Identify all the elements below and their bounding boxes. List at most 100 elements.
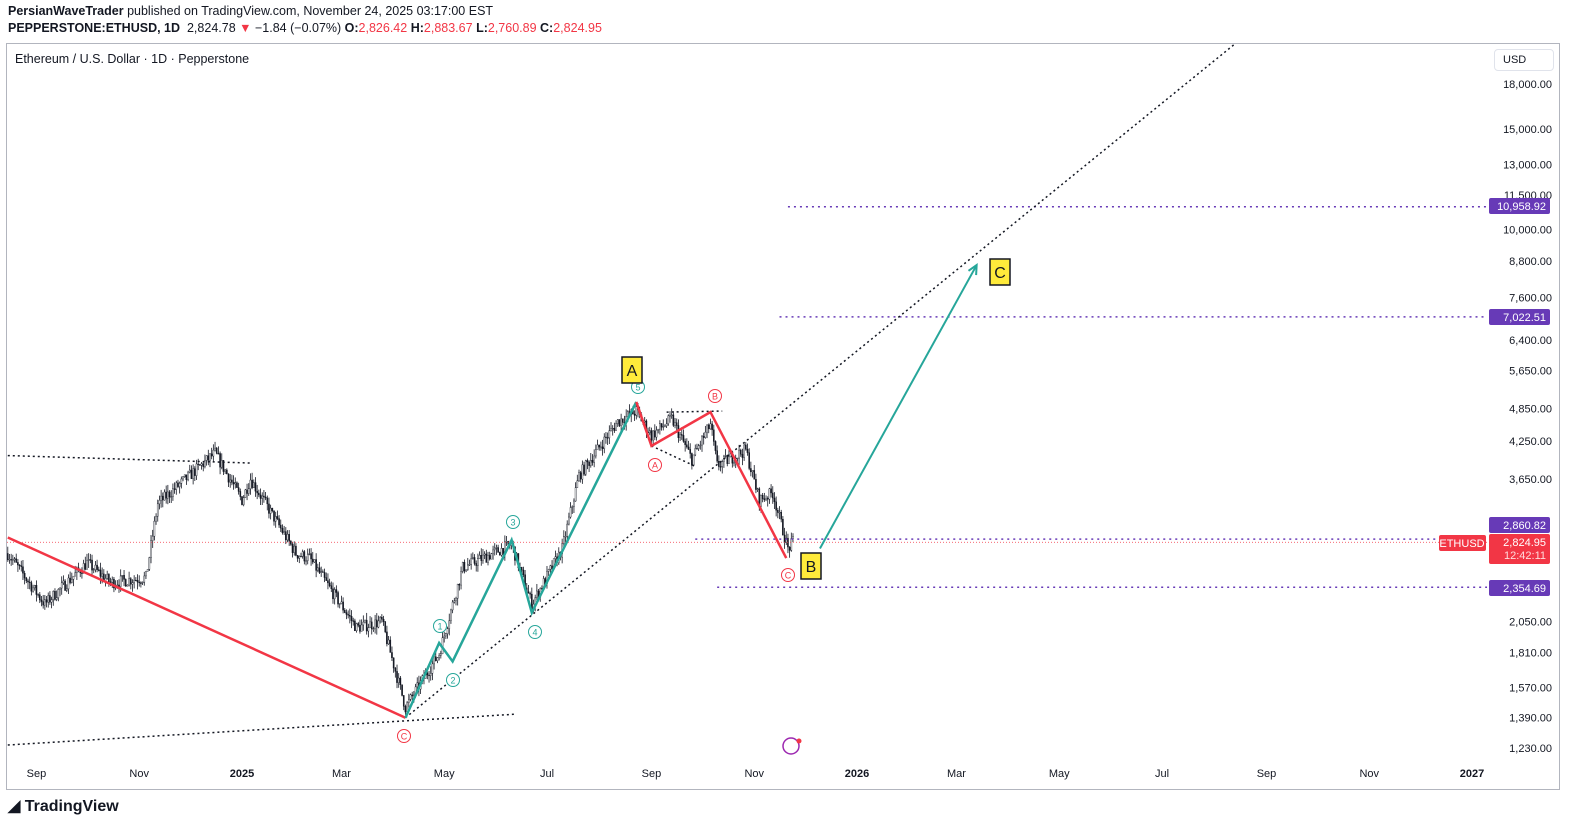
candle [310,553,312,560]
candle [687,446,690,450]
tv-logo-icon: ◢ [8,798,21,815]
candle [461,562,464,572]
candle [332,588,334,600]
candle [601,446,604,449]
candle [148,557,151,570]
candle [40,599,43,602]
candle [655,429,658,438]
candle [554,556,557,559]
wave-callout-box [989,258,1011,286]
candle [502,548,504,555]
candle [448,620,451,629]
candle [143,575,146,583]
current-price-label: 2,824.95 [1503,537,1546,549]
candle [325,577,328,581]
tradingview-logo[interactable]: ◢ TradingView [8,796,119,816]
candle [247,488,250,494]
candle [94,564,97,570]
plot-area: 1 2 3 4 5 A B C C A B C [7,44,1487,746]
candle [28,581,31,583]
y-tick-label: 6,400.00 [1509,335,1552,347]
candle [347,614,349,616]
candle [160,495,162,501]
candle [109,581,112,583]
candle [227,473,230,483]
candle [586,460,589,463]
candle [680,434,683,436]
currency-button[interactable]: USD [1494,49,1554,71]
candle [352,620,355,622]
candle [686,444,688,448]
low-label: L: [476,21,488,35]
candle [254,482,257,492]
chart-pane[interactable] [6,43,1560,790]
logo-text: TradingView [24,798,119,815]
candle [478,555,481,559]
symbol: PEPPERSTONE:ETHUSD, 1D [8,21,181,35]
candle [603,436,606,449]
candle [224,469,226,472]
candle [330,585,333,589]
open-value: 2,826.42 [358,21,408,35]
candle [278,518,280,526]
candle [576,480,579,488]
candle [10,559,12,561]
candle [239,491,242,497]
candle [291,544,294,553]
candle [470,558,472,565]
candle [527,591,530,594]
candle [573,500,575,507]
candle [313,559,316,563]
candle [199,464,201,466]
y-tick-label: 1,810.00 [1509,647,1552,659]
candle [770,488,772,494]
x-tick-label: 2027 [1460,768,1484,780]
candle [456,583,459,599]
candle [22,566,24,574]
candle [670,414,673,416]
candle [355,623,358,632]
candle [667,415,670,425]
wave-callout-label: A [627,363,638,380]
candle [97,569,100,571]
candle [446,628,449,634]
x-tick-label: May [1049,768,1070,780]
candle [335,589,338,593]
candle [207,455,210,461]
candle [163,491,166,501]
candle [408,699,410,703]
high-label: H: [410,21,424,35]
impulse-label: 4 [532,628,537,638]
candle [778,512,781,514]
candle [57,589,60,599]
candle [87,559,90,561]
y-tick-label: 3,650.00 [1509,474,1552,486]
candle [662,426,665,428]
x-tick-label: Mar [332,768,351,780]
candle [648,430,651,434]
candle [52,591,55,600]
candle [520,566,523,571]
candle [54,591,56,600]
candle [205,455,208,461]
candle [204,460,206,467]
candle [431,663,434,674]
author[interactable]: PersianWaveTrader [8,4,124,18]
candle [84,563,87,570]
candle [146,569,149,572]
candle [167,491,169,499]
candle [652,430,654,441]
candle [49,595,51,603]
candle [369,621,371,628]
candle [92,569,95,571]
candle [234,482,237,485]
x-tick-label: Mar [947,768,966,780]
candle [426,672,429,676]
candle [290,540,292,545]
candle [750,468,752,473]
candle [606,437,609,439]
candle [210,453,213,457]
candle [500,548,503,556]
candle [251,479,253,488]
